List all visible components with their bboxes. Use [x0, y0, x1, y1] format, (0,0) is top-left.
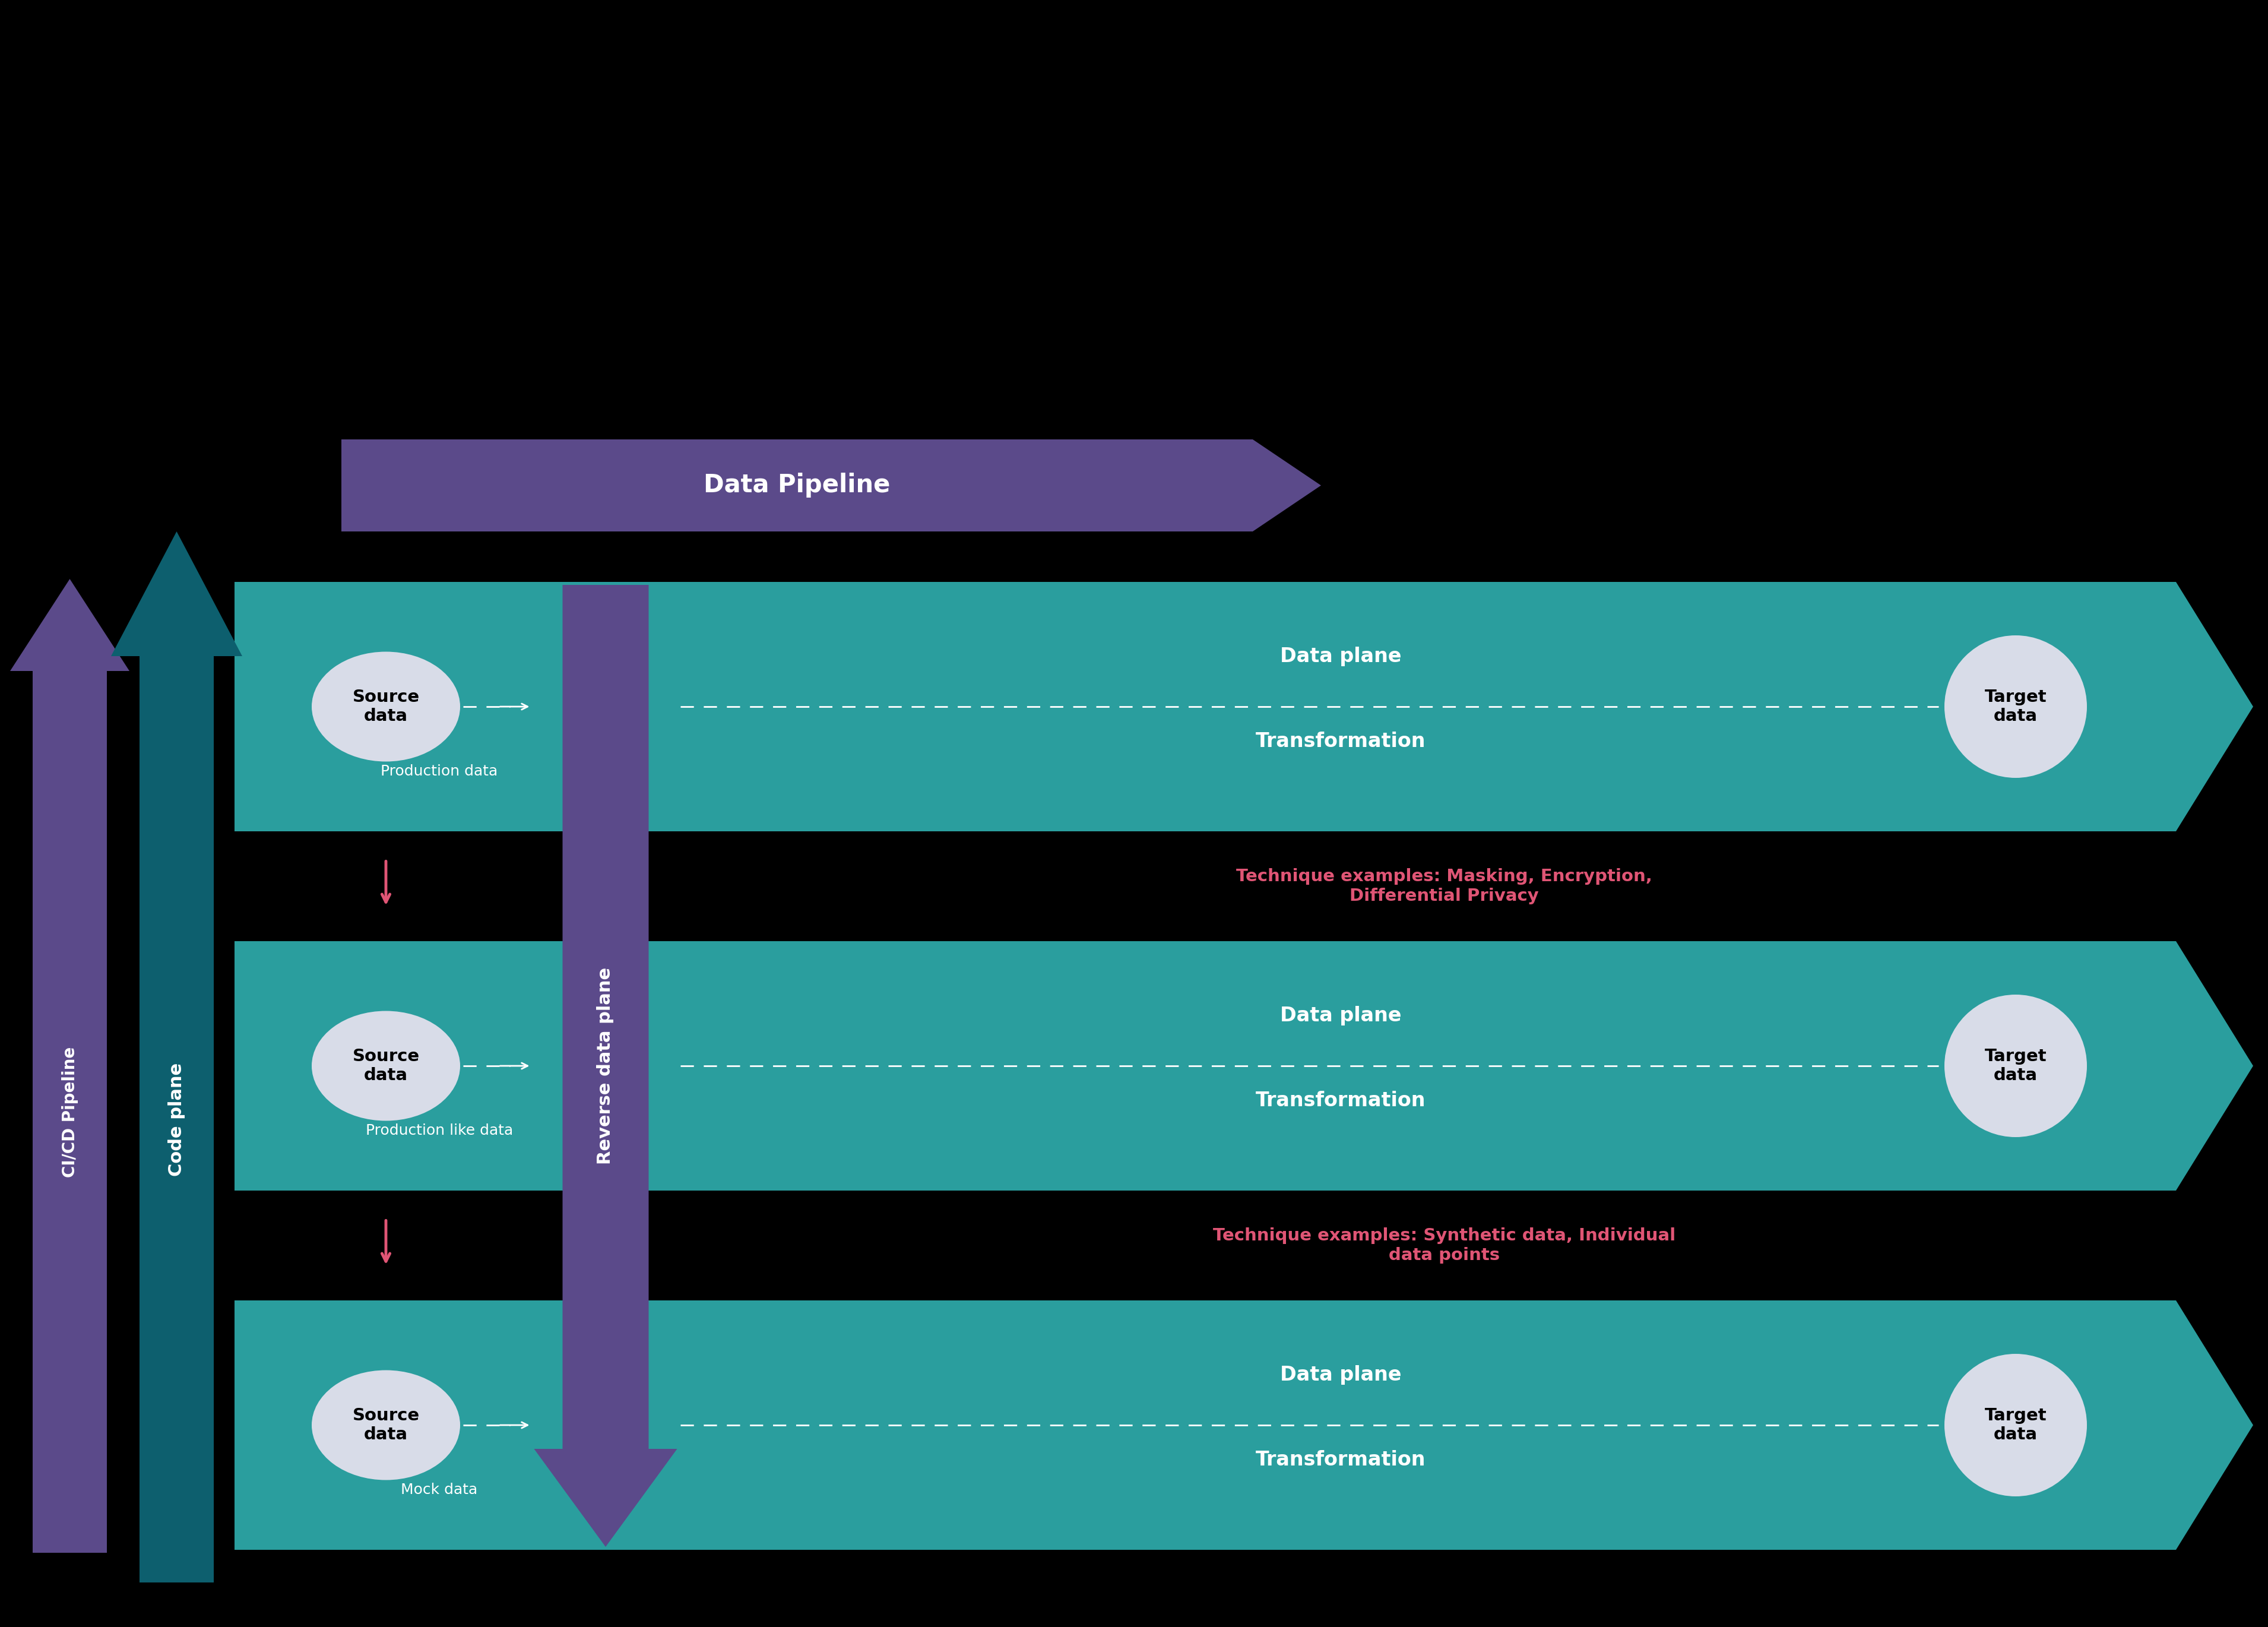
Text: Target
data: Target data — [1984, 1048, 2046, 1084]
Circle shape — [1944, 994, 2087, 1137]
Text: Transformation: Transformation — [1256, 1092, 1427, 1111]
Polygon shape — [234, 582, 2252, 831]
Ellipse shape — [311, 1010, 460, 1121]
Text: Production data: Production data — [381, 765, 499, 779]
Text: Reverse data plane: Reverse data plane — [596, 968, 615, 1165]
Text: Transformation: Transformation — [1256, 732, 1427, 752]
Text: Data plane: Data plane — [1279, 648, 1402, 667]
Text: Data plane: Data plane — [1279, 1365, 1402, 1385]
Circle shape — [1944, 636, 2087, 778]
Text: Transformation: Transformation — [1256, 1450, 1427, 1469]
Text: Source
data: Source data — [352, 1407, 420, 1443]
Text: Production like data: Production like data — [365, 1124, 513, 1137]
Text: Technique examples: Masking, Encryption,
Differential Privacy: Technique examples: Masking, Encryption,… — [1236, 869, 1653, 905]
Text: Technique examples: Synthetic data, Individual
data points: Technique examples: Synthetic data, Indi… — [1213, 1227, 1676, 1264]
Ellipse shape — [311, 652, 460, 761]
Circle shape — [1944, 1354, 2087, 1497]
Polygon shape — [234, 1300, 2252, 1551]
Polygon shape — [9, 579, 129, 1552]
Text: Data Pipeline: Data Pipeline — [703, 473, 891, 498]
Text: Source
data: Source data — [352, 688, 420, 724]
Text: Data plane: Data plane — [1279, 1005, 1402, 1025]
Text: Target
data: Target data — [1984, 688, 2046, 724]
Ellipse shape — [311, 1370, 460, 1481]
Polygon shape — [111, 532, 243, 1583]
Polygon shape — [234, 940, 2252, 1191]
Text: Code plane: Code plane — [168, 1062, 186, 1176]
Polygon shape — [533, 584, 678, 1547]
Text: Source
data: Source data — [352, 1048, 420, 1084]
Text: Target
data: Target data — [1984, 1407, 2046, 1443]
Text: CI/CD Pipeline: CI/CD Pipeline — [61, 1046, 77, 1178]
Polygon shape — [342, 439, 1320, 532]
Text: Mock data: Mock data — [401, 1482, 479, 1497]
